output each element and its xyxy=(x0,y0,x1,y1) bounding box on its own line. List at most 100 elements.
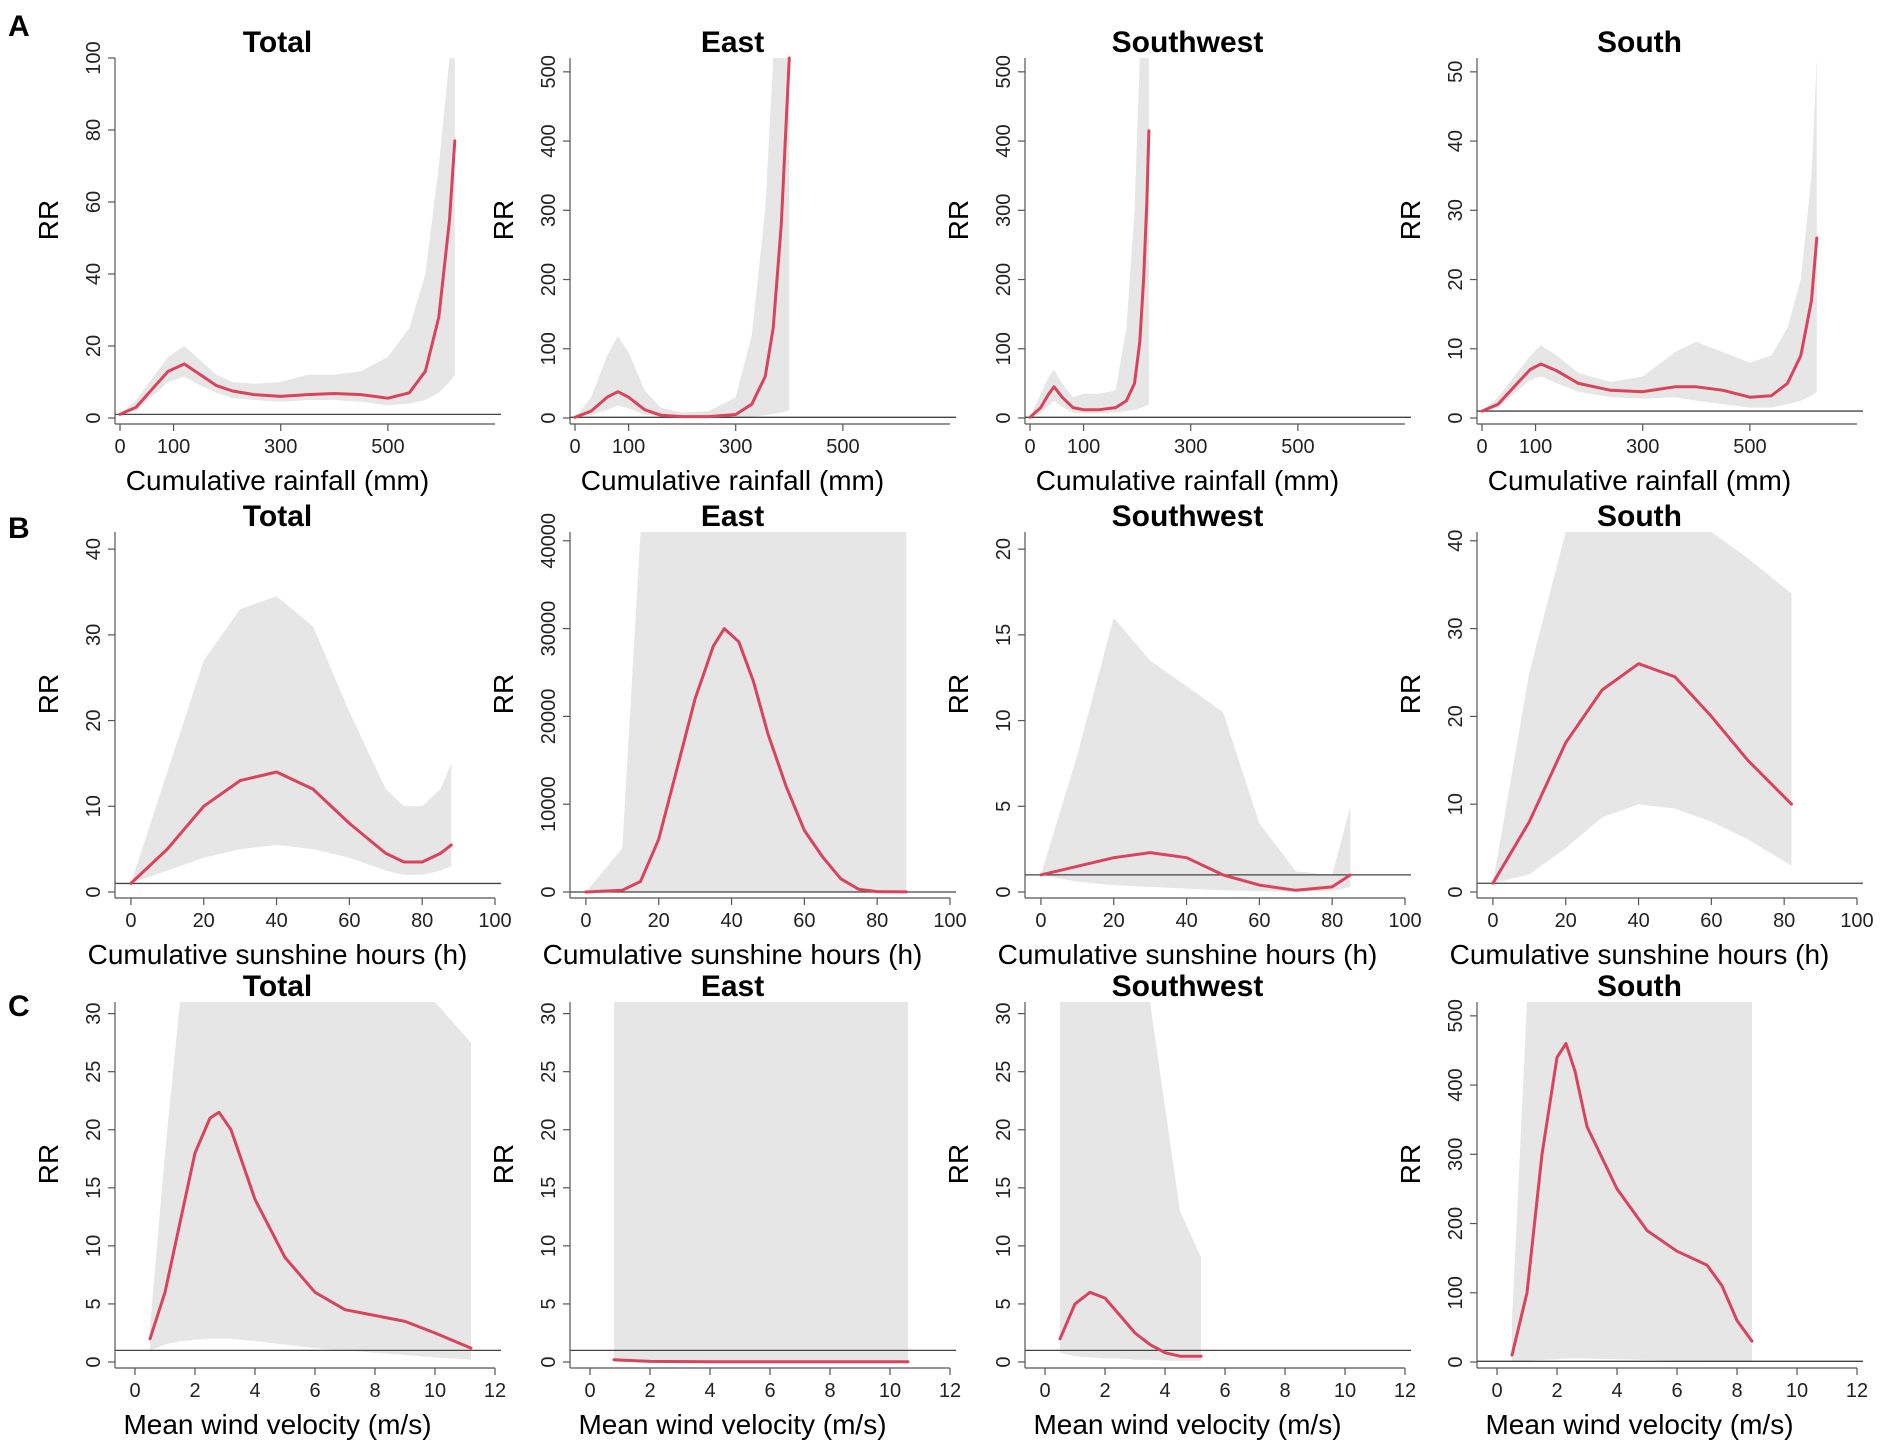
y-tick-label: 100 xyxy=(993,332,1015,365)
y-tick-label: 0 xyxy=(538,886,560,897)
x-tick-label: 10 xyxy=(424,1380,446,1402)
y-tick-label: 20 xyxy=(83,1119,105,1141)
y-tick-label: 15 xyxy=(993,1177,1015,1199)
y-tick-label: 40000 xyxy=(538,513,560,569)
x-tick-label: 80 xyxy=(1321,910,1343,932)
y-tick-label: 30 xyxy=(1445,199,1467,221)
y-tick-label: 100 xyxy=(538,332,560,365)
confidence-band xyxy=(1030,58,1149,418)
confidence-band xyxy=(1512,1002,1752,1362)
row-label-b: B xyxy=(8,512,30,545)
row-label-c: C xyxy=(8,990,30,1023)
x-tick-label: 60 xyxy=(793,910,815,932)
y-tick-label: 20 xyxy=(1445,705,1467,727)
y-axis-label: RR xyxy=(1395,200,1426,240)
y-tick-label: 40 xyxy=(83,538,105,560)
x-tick-label: 12 xyxy=(1846,1380,1868,1402)
x-tick-label: 4 xyxy=(249,1380,260,1402)
y-axis-label: RR xyxy=(33,200,64,240)
x-tick-label: 500 xyxy=(1733,436,1766,458)
panel-b-total: 0 10 20 30 40 0 20 40 60 80 100 Total Cumulative sun… xyxy=(33,500,512,970)
y-tick-label: 25 xyxy=(83,1061,105,1083)
x-tick-label: 20 xyxy=(1555,910,1577,932)
rr-curve xyxy=(1510,1042,1754,1357)
y-tick-label: 30 xyxy=(993,1002,1015,1024)
x-tick-label: 0 xyxy=(114,436,125,458)
x-axis-label: Cumulative sunshine hours (h) xyxy=(998,939,1378,970)
panel-title: Southwest xyxy=(1112,970,1264,1003)
panel-b-south: 0 10 20 30 40 0 20 40 60 80 100 South Cumulative sun… xyxy=(1395,500,1874,970)
panel-c-east: 0 5 10 15 20 25 30 0 2 4 6 8 10 12 East Mean wind veloc… xyxy=(488,970,961,1440)
y-tick-label: 500 xyxy=(993,55,1015,88)
panel-title: South xyxy=(1597,500,1682,533)
row-label-a: A xyxy=(8,10,30,43)
y-tick-label: 0 xyxy=(993,412,1015,423)
y-tick-label: 0 xyxy=(993,1356,1015,1367)
x-tick-label: 100 xyxy=(478,910,511,932)
x-tick-label: 10 xyxy=(879,1380,901,1402)
rr-curve xyxy=(118,139,457,416)
rr-curve xyxy=(584,627,908,894)
y-tick-label: 5 xyxy=(538,1298,560,1309)
y-axis-label: RR xyxy=(943,674,974,714)
x-tick-label: 0 xyxy=(1024,436,1035,458)
y-tick-label: 200 xyxy=(1445,1207,1467,1240)
y-tick-label: 100 xyxy=(83,41,105,74)
panel-c-southwest: 0 5 10 15 20 25 30 0 2 4 6 8 10 12 Southwest Mean wind … xyxy=(943,970,1416,1440)
y-axis-label: RR xyxy=(488,200,519,240)
x-tick-label: 100 xyxy=(612,436,645,458)
y-tick-label: 5 xyxy=(993,1298,1015,1309)
x-tick-label: 100 xyxy=(157,436,190,458)
y-tick-label: 500 xyxy=(538,55,560,88)
x-tick-label: 6 xyxy=(764,1380,775,1402)
confidence-band xyxy=(120,58,455,415)
x-tick-label: 100 xyxy=(1067,436,1100,458)
x-tick-label: 6 xyxy=(1219,1380,1230,1402)
row-labels: A B C xyxy=(8,10,30,1023)
x-tick-label: 40 xyxy=(1627,910,1649,932)
panel-title: Total xyxy=(243,500,312,533)
y-tick-label: 20 xyxy=(993,538,1015,560)
x-tick-label: 300 xyxy=(1626,436,1659,458)
x-tick-label: 0 xyxy=(584,1380,595,1402)
rr-curve xyxy=(1039,851,1352,892)
x-tick-label: 12 xyxy=(939,1380,961,1402)
y-axis-label: RR xyxy=(33,1144,64,1184)
y-tick-label: 0 xyxy=(83,412,105,423)
x-axis-label: Cumulative rainfall (mm) xyxy=(581,465,884,496)
y-tick-label: 0 xyxy=(538,412,560,423)
x-tick-label: 8 xyxy=(369,1380,380,1402)
x-tick-label: 40 xyxy=(265,910,287,932)
y-tick-label: 80 xyxy=(83,119,105,141)
panel-title: East xyxy=(701,26,764,59)
x-tick-label: 4 xyxy=(704,1380,715,1402)
x-tick-label: 80 xyxy=(866,910,888,932)
y-tick-label: 10 xyxy=(538,1235,560,1257)
y-axis-label: RR xyxy=(943,1144,974,1184)
panel-title: Total xyxy=(243,970,312,1003)
confidence-band xyxy=(130,596,452,884)
y-tick-label: 20000 xyxy=(538,689,560,745)
x-axis-label: Cumulative sunshine hours (h) xyxy=(1450,939,1830,970)
x-axis-label: Cumulative sunshine hours (h) xyxy=(88,939,468,970)
x-tick-label: 20 xyxy=(193,910,215,932)
y-tick-label: 0 xyxy=(1445,412,1467,423)
x-tick-label: 0 xyxy=(1476,436,1487,458)
x-tick-label: 60 xyxy=(338,910,360,932)
confidence-band xyxy=(1040,617,1351,892)
y-tick-label: 25 xyxy=(993,1061,1015,1083)
x-tick-label: 300 xyxy=(264,436,297,458)
y-tick-label: 40 xyxy=(83,263,105,285)
y-tick-label: 15 xyxy=(993,624,1015,646)
x-tick-label: 2 xyxy=(1551,1380,1562,1402)
x-tick-label: 6 xyxy=(1671,1380,1682,1402)
confidence-band xyxy=(150,1002,471,1360)
x-tick-label: 8 xyxy=(824,1380,835,1402)
y-tick-label: 20 xyxy=(83,709,105,731)
y-tick-label: 10 xyxy=(1445,793,1467,815)
x-tick-label: 8 xyxy=(1279,1380,1290,1402)
y-tick-label: 0 xyxy=(1445,1356,1467,1367)
x-tick-label: 0 xyxy=(1491,1380,1502,1402)
x-tick-label: 100 xyxy=(1388,910,1421,932)
y-tick-label: 15 xyxy=(83,1177,105,1199)
